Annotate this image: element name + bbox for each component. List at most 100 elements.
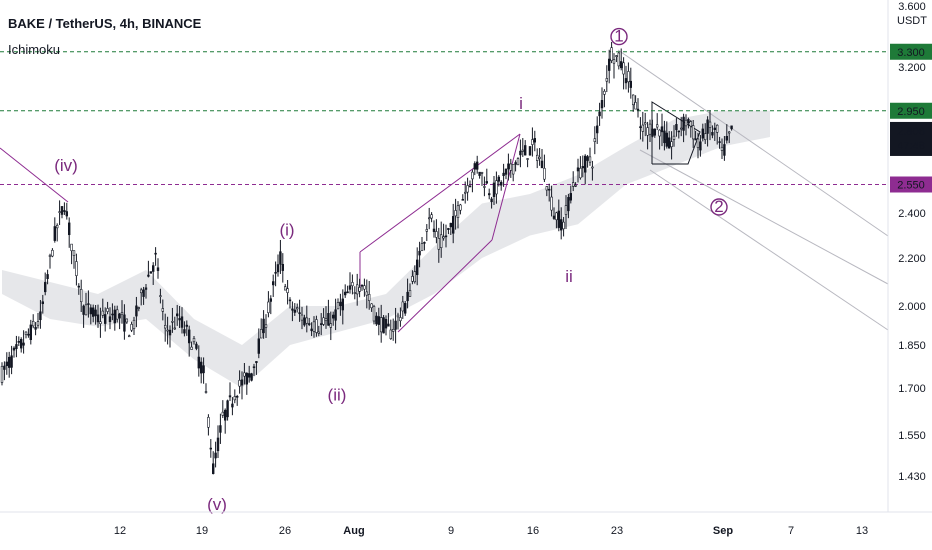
level-tag-label: 3.300	[897, 47, 925, 59]
candle-body	[617, 52, 621, 67]
candle-body	[399, 317, 402, 322]
candle-body	[300, 314, 304, 321]
candle-body	[295, 307, 299, 310]
time-tick-label: 7	[788, 525, 794, 537]
candle-body	[214, 452, 217, 459]
candle-body	[291, 308, 294, 311]
candle-body	[627, 71, 630, 83]
candle-body	[188, 329, 191, 344]
candle-body	[631, 94, 635, 106]
indicator-label[interactable]: Ichimoku	[8, 42, 61, 57]
candle-body	[226, 400, 229, 418]
candle-body	[435, 231, 438, 238]
candle-body	[315, 319, 318, 333]
candle-body	[240, 379, 244, 386]
candle-body	[703, 133, 707, 141]
candle-body	[600, 100, 604, 109]
candle-body	[27, 333, 30, 336]
candle-body	[89, 307, 93, 315]
candle-body	[101, 310, 105, 316]
candle-body	[17, 341, 20, 343]
candle-body	[478, 171, 481, 176]
candle-body	[245, 372, 248, 385]
candle-body	[87, 303, 90, 305]
candle-body	[367, 294, 371, 301]
candle-body	[257, 338, 260, 354]
candle-body	[173, 327, 176, 330]
candle-body	[281, 263, 284, 271]
candle-body	[511, 164, 515, 175]
candle-body	[607, 58, 611, 71]
candle-body	[504, 168, 508, 175]
time-tick-label: Aug	[343, 525, 364, 537]
price-tick-label: 2.200	[898, 253, 926, 265]
candle-body	[449, 222, 452, 228]
candle-body	[564, 205, 568, 215]
candle-body	[111, 313, 114, 316]
candle-body	[29, 324, 32, 340]
candle-body	[80, 289, 83, 303]
candle-body	[679, 127, 683, 130]
candle-body	[629, 80, 633, 88]
candle-body	[579, 168, 582, 179]
candle-body	[415, 259, 419, 276]
candle-body	[730, 125, 733, 130]
candle-body	[353, 292, 356, 294]
candle-body	[471, 171, 474, 180]
candle-body	[171, 321, 174, 323]
level-tag-label: 2.950	[897, 106, 925, 118]
candle-body	[444, 235, 448, 238]
candle-body	[152, 265, 155, 272]
candle-body	[5, 361, 9, 367]
candle-body	[485, 181, 488, 184]
candle-body	[142, 289, 145, 297]
candle-body	[343, 291, 347, 296]
candle-body	[161, 308, 164, 312]
price-tick-label: 2.000	[898, 301, 926, 313]
candle-body	[562, 221, 565, 230]
candle-body	[523, 145, 527, 156]
candle-body	[60, 206, 64, 215]
candle-body	[581, 166, 585, 169]
price-tick-label: 1.430	[898, 471, 926, 483]
candle-body	[598, 111, 601, 117]
channel-lower	[397, 239, 493, 333]
countdown-label: 47:48	[897, 140, 925, 152]
candle-body	[624, 78, 628, 84]
candle-body	[132, 319, 136, 329]
candle-body	[454, 210, 457, 217]
candle-body	[358, 287, 361, 292]
candle-body	[3, 365, 6, 370]
desc-channel-upper	[617, 49, 889, 237]
candle-body	[164, 325, 167, 329]
candle-body	[128, 335, 131, 338]
candle-body	[687, 119, 690, 124]
price-tick-label: 3.600	[898, 1, 926, 13]
candle-body	[312, 321, 316, 332]
candle-body	[593, 138, 597, 142]
candle-body	[543, 167, 546, 180]
candle-body	[699, 141, 702, 151]
candle-body	[646, 127, 649, 136]
candle-body	[137, 307, 140, 309]
candle-body	[166, 329, 169, 332]
candle-body	[72, 250, 76, 256]
candle-body	[370, 303, 373, 309]
candle-body	[490, 198, 493, 203]
desc-channel-middle	[639, 149, 889, 285]
candle-body	[63, 210, 66, 212]
wave-label: (i)	[279, 221, 294, 240]
candle-body	[116, 309, 119, 320]
candle-body	[526, 158, 529, 160]
price-tick-label: 2.400	[898, 208, 926, 220]
candle-body	[238, 380, 241, 387]
candle-body	[77, 285, 81, 288]
candle-body	[447, 227, 450, 231]
candle-body	[262, 318, 265, 334]
candle-body	[159, 295, 162, 297]
horizontal-levels[interactable]	[0, 51, 888, 185]
wave-label-1: 1	[614, 27, 623, 46]
candle-body	[639, 126, 642, 128]
